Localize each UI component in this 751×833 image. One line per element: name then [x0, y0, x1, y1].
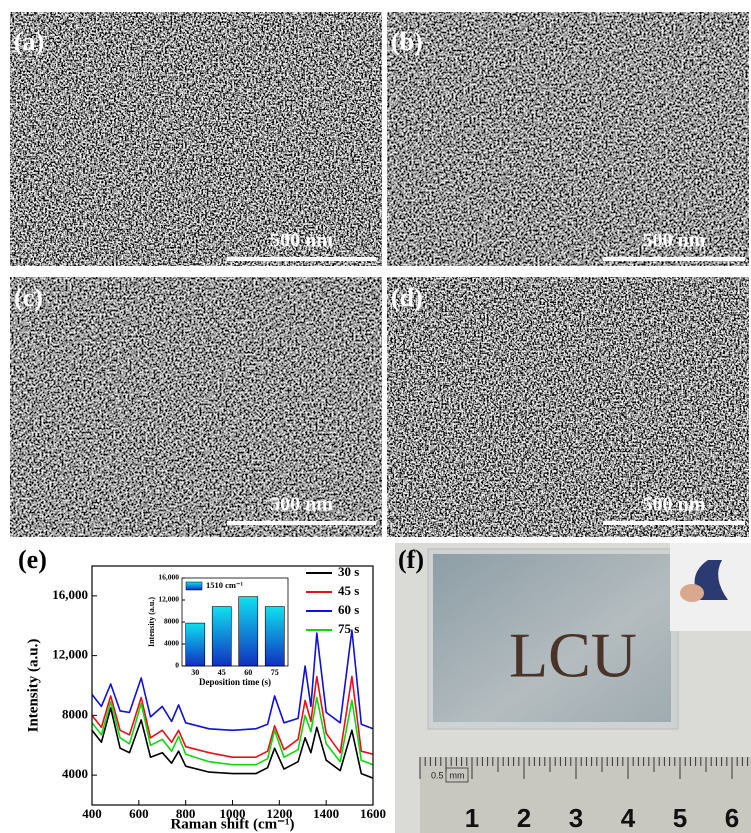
ruler-unit-box: mm [450, 770, 465, 780]
x-tick-label: 1600 [360, 806, 386, 821]
inset-legend-label: 1510 cm⁻¹ [206, 580, 243, 590]
scale-bar-label: 500 nm [270, 494, 333, 516]
sample-text: LCU [509, 620, 637, 691]
sem-image [387, 12, 749, 266]
inset-bar [186, 623, 205, 666]
inset-x-axis-label: Deposition time (s) [199, 677, 271, 687]
legend-label: 60 s [338, 602, 359, 617]
inset-bar [239, 597, 258, 666]
y-tick-label: 8000 [62, 706, 88, 721]
x-tick-label: 400 [82, 806, 102, 821]
x-axis-label: Raman shift (cm⁻¹) [170, 816, 294, 832]
legend-label: 45 s [338, 583, 359, 598]
x-tick-label: 600 [129, 806, 149, 821]
ruler-number: 3 [569, 803, 583, 833]
inset-y-tick-label: 16,000 [158, 573, 179, 582]
panel-label: (b) [391, 27, 423, 56]
panel-label: (c) [14, 283, 43, 312]
sem-image [10, 12, 382, 266]
y-tick-label: 12,000 [52, 647, 88, 662]
legend-label: 75 s [338, 621, 359, 636]
inset-bar [212, 607, 231, 666]
ruler-number: 4 [621, 803, 636, 833]
figure: (a) (b) (c) (d) (e) (f) 500 nm 500 nm 500 nm 500 … [0, 0, 751, 833]
ruler-number: 2 [517, 803, 531, 833]
y-tick-label: 4000 [62, 766, 88, 781]
inset-x-tick-label: 60 [244, 668, 252, 677]
ruler-unit: 0.5 [431, 770, 444, 780]
ruler-number: 6 [725, 803, 739, 833]
inset-x-tick-label: 30 [191, 668, 199, 677]
scale-bar-label: 500 nm [270, 230, 333, 252]
inset-y-tick-label: 0 [175, 661, 179, 670]
inset-bar [265, 607, 284, 666]
y-tick-label: 16,000 [52, 587, 88, 602]
inset-y-tick-label: 12,000 [158, 595, 179, 604]
panel-label: (d) [391, 283, 423, 312]
x-tick-label: 1400 [313, 806, 339, 821]
inset-y-axis-label: Intensity (a.u.) [147, 597, 156, 647]
inset-y-tick-label: 4000 [164, 639, 179, 648]
ruler-number: 5 [673, 803, 687, 833]
panel-label: (a) [14, 27, 44, 56]
inset-y-tick-label: 8000 [164, 617, 179, 626]
finger [680, 584, 704, 602]
scale-bar-label: 500 nm [643, 494, 706, 516]
inset-x-tick-label: 45 [218, 668, 226, 677]
ruler-number: 1 [465, 803, 479, 833]
inset-legend-swatch [186, 582, 202, 590]
inset-x-tick-label: 75 [271, 668, 279, 677]
sem-images [10, 12, 749, 537]
panel-label: (e) [18, 545, 47, 574]
y-axis-label: Intensity (a.u.) [25, 639, 41, 733]
scale-bar-label: 500 nm [643, 230, 706, 252]
panel-label: (f) [398, 545, 424, 574]
spectrum-line [92, 698, 373, 765]
